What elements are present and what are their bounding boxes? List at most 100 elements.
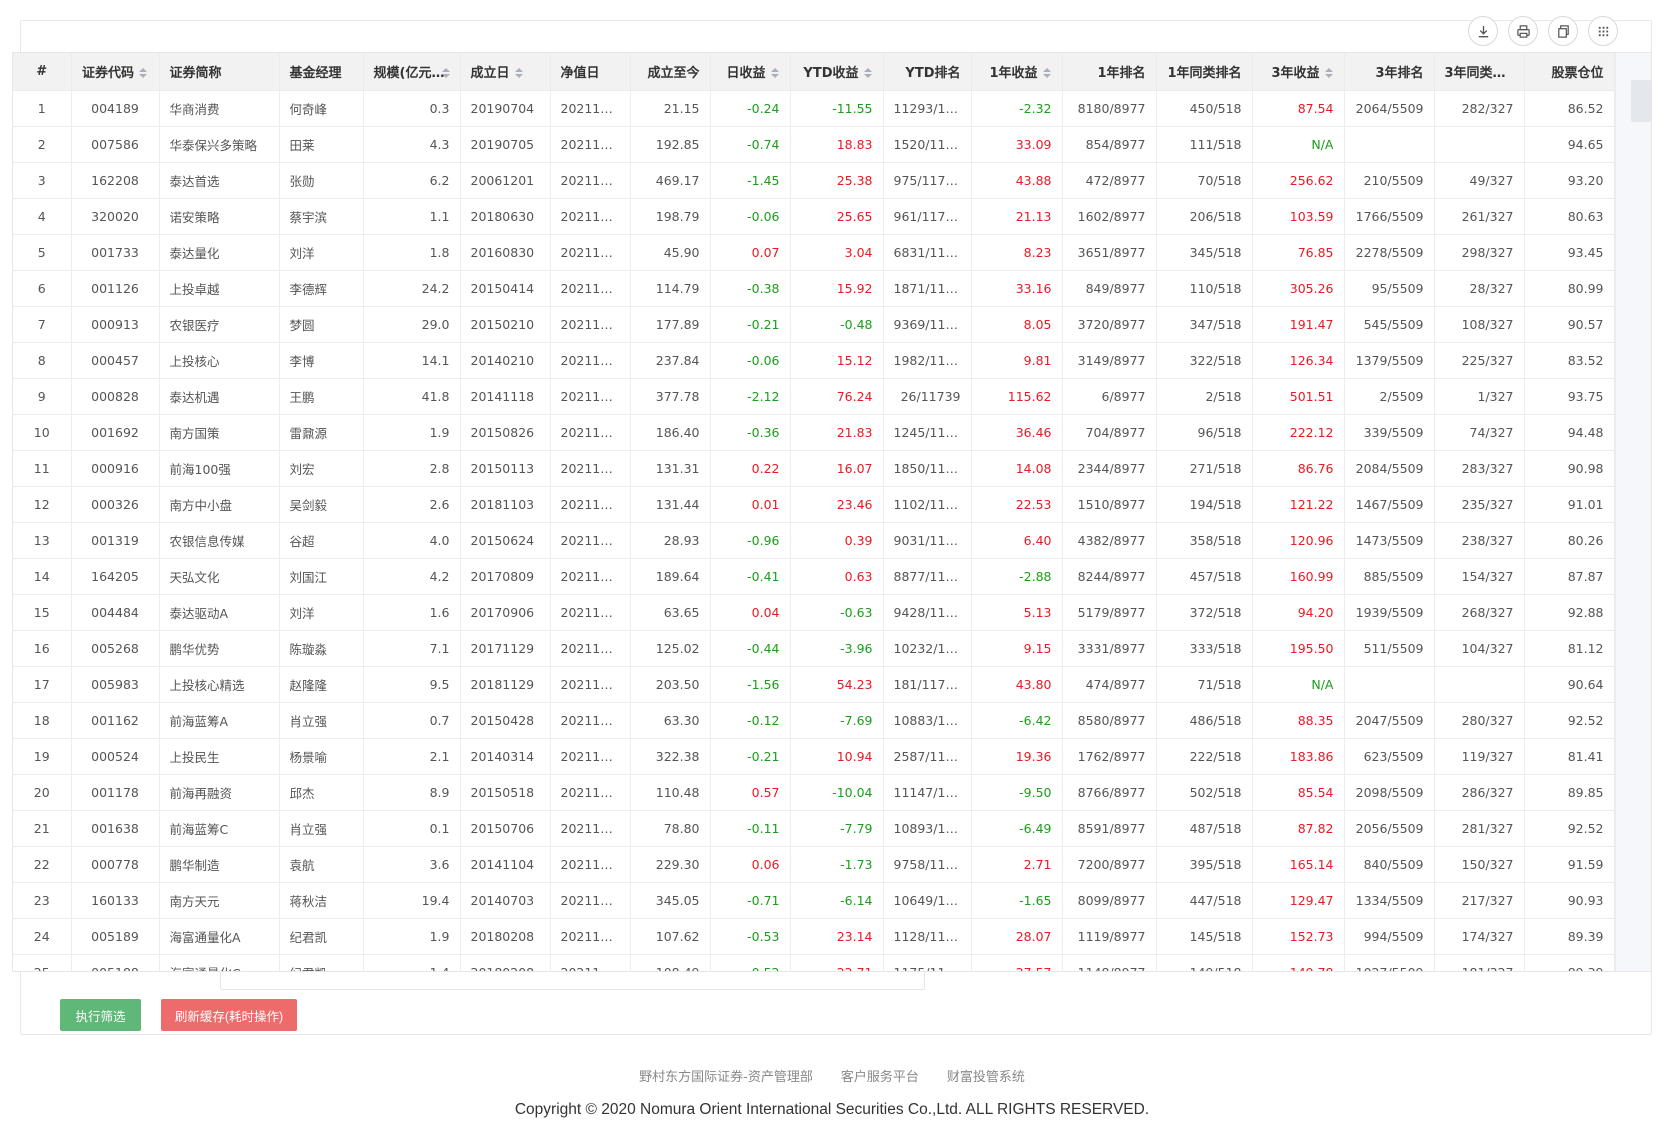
cell-y1_rank: 472/8977 — [1062, 162, 1157, 199]
print-button[interactable] — [1508, 16, 1538, 46]
table-row[interactable]: 20 001178 前海再融资 邱杰 8.9 20150518 20211123 110.48… — [13, 774, 1651, 811]
cell-ytd: 22.71 — [790, 954, 884, 971]
cell-nav_date: 20211123 — [550, 486, 631, 523]
footer-link-wealth-system[interactable]: 财富投管系统 — [946, 1070, 1025, 1085]
sort-icon[interactable] — [1042, 67, 1052, 79]
scrollbar-thumb[interactable] — [1631, 80, 1651, 122]
cell-ytd_rank: 2587/11739 — [883, 738, 972, 775]
cell-daily: -1.45 — [710, 162, 791, 199]
table-row[interactable]: 17 005983 上投核心精选 赵隆隆 9.5 20181129 20211123 203.… — [13, 666, 1651, 703]
sort-icon[interactable] — [442, 67, 451, 79]
table-row[interactable]: 25005188海富通量化C纪君凯1.42018020820211123108.… — [13, 954, 1651, 971]
cell-y3: 120.96 — [1252, 522, 1345, 559]
table-row[interactable]: 23 160133 南方天元 蒋秋洁 19.4 20140703 20211123 345.0… — [13, 882, 1651, 919]
cell-code: 004484 — [71, 594, 160, 631]
table-row[interactable]: 15 004484 泰达驱动A 刘洋 1.6 20170906 20211123 63.65 0… — [13, 594, 1651, 631]
cell-code: 000916 — [71, 450, 160, 487]
cell-size: 24.2 — [363, 270, 461, 307]
table-row[interactable]: 9 000828 泰达机遇 王鹏 41.8 20141118 20211123 377.78-… — [13, 378, 1651, 415]
cell-y1_rank: 3720/8977 — [1062, 306, 1157, 343]
refresh-cache-button[interactable]: 刷新缓存(耗时操作) — [161, 999, 297, 1031]
cell-y3_peer: 1/327 — [1434, 378, 1525, 415]
table-row[interactable]: 1 004189 华商消费 何奇峰 0.3 20190704 20211123 21.15 -0… — [13, 90, 1651, 127]
column-header-code[interactable]: 证券代码 — [71, 53, 160, 91]
cell-manager: 陈璇淼 — [279, 630, 364, 667]
cell-ytd: -1.73 — [790, 846, 884, 883]
table-row[interactable]: 6 001126 上投卓越 李德辉 24.2 20150414 20211123 114.79… — [13, 270, 1651, 307]
table-row[interactable]: 21 001638 前海蓝筹C 肖立强 0.1 20150706 20211123 78.80… — [13, 810, 1651, 847]
cell-y3: 126.34 — [1252, 342, 1345, 379]
sort-icon[interactable] — [770, 67, 780, 79]
table-row[interactable]: 2 007586 华泰保兴多策略 田莱 4.3 20190705 20211123 192.8… — [13, 126, 1651, 163]
cell-since_inception: 345.05 — [630, 882, 711, 919]
column-header-daily[interactable]: 日收益 — [710, 53, 791, 91]
column-header-y3[interactable]: 3年收益 — [1252, 53, 1345, 91]
cell-y1: 115.62 — [971, 378, 1063, 415]
copy-button[interactable] — [1548, 16, 1578, 46]
table-row[interactable]: 4 320020 诺安策略 蔡宇滨 1.1 20180630 20211123 198.79-… — [13, 198, 1651, 235]
table-toolbar — [1468, 16, 1618, 46]
table-row[interactable]: 11 000916 前海100强 刘宏 2.8 20150113 20211123 131.3… — [13, 450, 1651, 487]
cell-manager: 纪君凯 — [279, 954, 364, 971]
table-row[interactable]: 18 001162 前海蓝筹A 肖立强 0.7 20150428 20211123 63.30… — [13, 702, 1651, 739]
cell-equity: 92.88 — [1524, 594, 1615, 631]
cell-y3_peer: 282/327 — [1434, 90, 1525, 127]
cell-name: 泰达机遇 — [159, 378, 280, 415]
column-header-ytd_rank: YTD排名 — [883, 53, 972, 91]
cell-since_inception: 177.89 — [630, 306, 711, 343]
cell-y3_rank: 1334/5509 — [1344, 882, 1435, 919]
cell-since_inception: 377.78 — [630, 378, 711, 415]
columns-button[interactable] — [1588, 16, 1618, 46]
table-row[interactable]: 22 000778 鹏华制造 袁航 3.6 20141104 20211123 229.30 0… — [13, 846, 1651, 883]
cell-ytd: -6.14 — [790, 882, 884, 919]
table-row[interactable]: 12 000326 南方中小盘 吴剑毅 2.6 20181103 20211123 131.4… — [13, 486, 1651, 523]
cell-inception: 20190705 — [460, 126, 551, 163]
cell-y3_rank: 2064/5509 — [1344, 90, 1435, 127]
cell-size: 1.6 — [363, 594, 461, 631]
cell-ytd_rank: 10883/117... — [883, 702, 972, 739]
cell-no: 19 — [13, 738, 72, 775]
table-row[interactable]: 8 000457 上投核心 李博 14.1 20140210 20211123 237.84-… — [13, 342, 1651, 379]
cell-daily: -0.96 — [710, 522, 791, 559]
cell-name: 海富通量化A — [159, 918, 280, 955]
table-row[interactable]: 7 000913 农银医疗 梦圆 29.0 20150210 20211123 177.89-… — [13, 306, 1651, 343]
cell-y3_peer — [1434, 666, 1525, 703]
cell-no: 15 — [13, 594, 72, 631]
table-row[interactable]: 5 001733 泰达量化 刘洋 1.8 20160830 20211123 45.90 0.0… — [13, 234, 1651, 271]
table-row[interactable]: 13 001319 农银信息传媒 谷超 4.0 20150624 20211123 28.93… — [13, 522, 1651, 559]
cell-y1: 6.40 — [971, 522, 1063, 559]
cell-equity: 87.87 — [1524, 558, 1615, 595]
column-header-size[interactable]: 规模(亿元) — [363, 53, 461, 91]
sort-icon[interactable] — [863, 67, 873, 79]
cell-manager: 赵隆隆 — [279, 666, 364, 703]
cell-y1: 9.81 — [971, 342, 1063, 379]
export-button[interactable] — [1468, 16, 1498, 46]
cell-ytd_rank: 10893/117... — [883, 810, 972, 847]
vertical-scrollbar[interactable] — [1615, 53, 1651, 971]
sort-icon[interactable] — [514, 67, 524, 79]
sort-icon[interactable] — [139, 67, 148, 79]
table-row[interactable]: 3 162208 泰达首选 张勋 6.2 20061201 20211123 469.17 -1… — [13, 162, 1651, 199]
cell-y1_peer: 271/518 — [1156, 450, 1253, 487]
column-header-ytd[interactable]: YTD收益 — [790, 53, 884, 91]
run-filter-button[interactable]: 执行筛选 — [60, 999, 141, 1031]
cell-y3: 152.73 — [1252, 918, 1345, 955]
cell-y1_rank: 4382/8977 — [1062, 522, 1157, 559]
cell-equity: 81.12 — [1524, 630, 1615, 667]
cell-y1_peer: 110/518 — [1156, 270, 1253, 307]
table-row[interactable]: 10 001692 南方国策 雷鼐源 1.9 20150826 20211123 186.40… — [13, 414, 1651, 451]
footer-link-asset-mgmt[interactable]: 野村东方国际证券-资产管理部 — [639, 1070, 813, 1085]
cell-nav_date: 20211123 — [550, 522, 631, 559]
cell-y3_rank: 1939/5509 — [1344, 594, 1435, 631]
table-row[interactable]: 16 005268 鹏华优势 陈璇淼 7.1 20171129 20211123 125.02… — [13, 630, 1651, 667]
cell-y3: 191.47 — [1252, 306, 1345, 343]
column-header-inception[interactable]: 成立日 — [460, 53, 551, 91]
column-header-y1[interactable]: 1年收益 — [971, 53, 1063, 91]
table-row[interactable]: 14 164205 天弘文化 刘国江 4.2 20170809 20211123 189.64… — [13, 558, 1651, 595]
footer-link-client-service[interactable]: 客户服务平台 — [840, 1070, 919, 1085]
cell-no: 2 — [13, 126, 72, 163]
cell-y1_peer: 487/518 — [1156, 810, 1253, 847]
table-row[interactable]: 24 005189 海富通量化A 纪君凯 1.9 20180208 20211123 107.… — [13, 918, 1651, 955]
sort-icon[interactable] — [1324, 67, 1334, 79]
table-row[interactable]: 19 000524 上投民生 杨景喻 2.1 20140314 20211123 322.38… — [13, 738, 1651, 775]
